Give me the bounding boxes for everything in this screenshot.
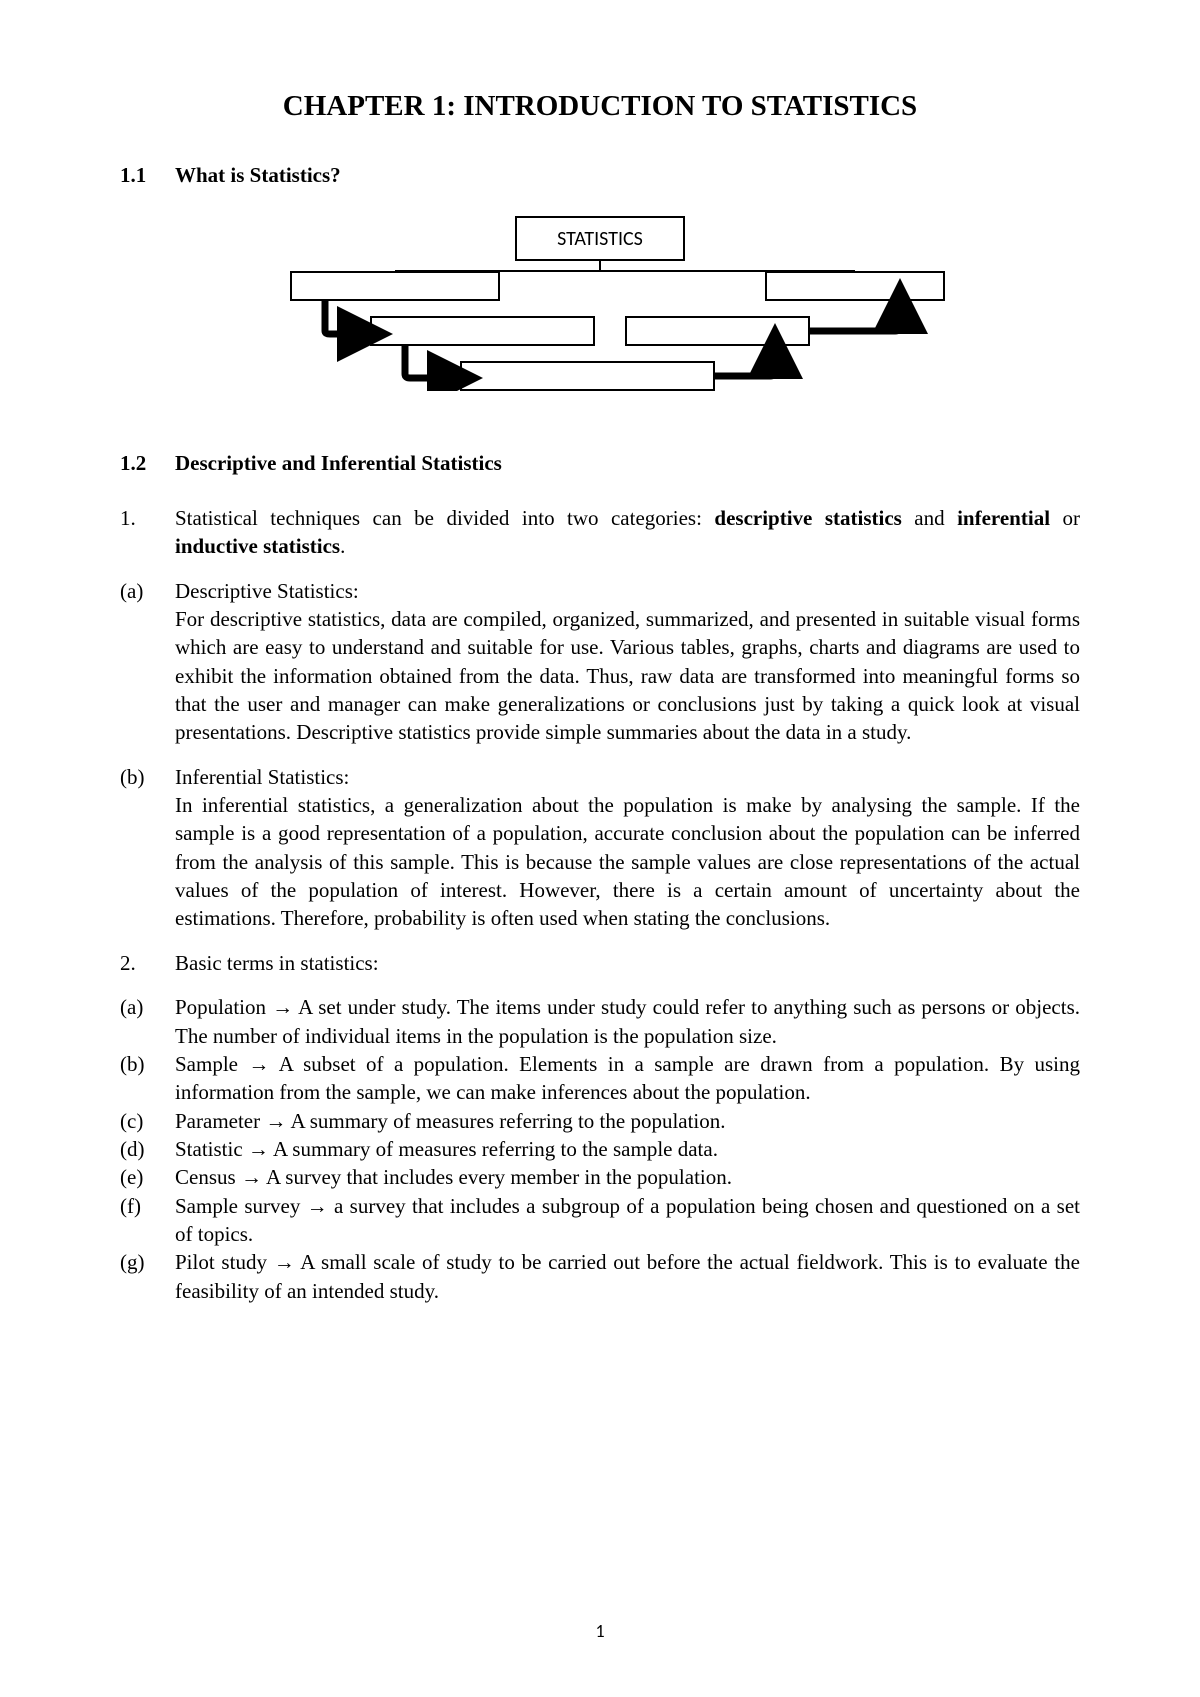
item-2-label: 2.: [120, 949, 175, 977]
term-e: (e) Census → A survey that includes ever…: [120, 1163, 1080, 1191]
box-empty-left-1: [290, 271, 500, 301]
connector-line: [599, 261, 601, 271]
section-1-heading: 1.1 What is Statistics?: [120, 163, 1080, 188]
term-a-label: (a): [120, 993, 175, 1050]
item-1-bold1: descriptive statistics: [714, 506, 901, 530]
item-1: 1. Statistical techniques can be divided…: [120, 504, 1080, 561]
arrow-icon: →: [265, 1109, 286, 1133]
term-e-label: (e): [120, 1163, 175, 1191]
box-empty-right-2: [625, 316, 810, 346]
term-e-name: Census: [175, 1165, 236, 1189]
section-2-text: Descriptive and Inferential Statistics: [175, 451, 502, 476]
item-1-mid: and: [902, 506, 957, 530]
term-f-name: Sample survey: [175, 1194, 300, 1218]
chapter-title: CHAPTER 1: INTRODUCTION TO STATISTICS: [120, 90, 1080, 123]
arrow-icon: →: [272, 995, 293, 1019]
item-b: (b) Inferential Statistics: In inferenti…: [120, 763, 1080, 933]
item-1-mid2: or: [1050, 506, 1080, 530]
term-f-body: Sample survey → a survey that includes a…: [175, 1192, 1080, 1249]
item-1-bold3: inductive statistics: [175, 534, 340, 558]
item-2: 2. Basic terms in statistics:: [120, 949, 1080, 977]
item-1-end: .: [340, 534, 345, 558]
item-1-pre: Statistical techniques can be divided in…: [175, 506, 714, 530]
term-g-label: (g): [120, 1248, 175, 1305]
term-g-def: A small scale of study to be carried out…: [175, 1250, 1080, 1302]
arrow-icon: →: [241, 1165, 262, 1189]
term-g-name: Pilot study: [175, 1250, 267, 1274]
term-d-label: (d): [120, 1135, 175, 1163]
box-empty-right-1: [765, 271, 945, 301]
term-c-label: (c): [120, 1107, 175, 1135]
term-c-name: Parameter: [175, 1109, 260, 1133]
term-b: (b) Sample → A subset of a population. E…: [120, 1050, 1080, 1107]
term-c: (c) Parameter → A summary of measures re…: [120, 1107, 1080, 1135]
item-a: (a) Descriptive Statistics: For descript…: [120, 577, 1080, 747]
term-e-def: A survey that includes every member in t…: [266, 1165, 732, 1189]
item-1-body: Statistical techniques can be divided in…: [175, 504, 1080, 561]
term-f-label: (f): [120, 1192, 175, 1249]
term-a: (a) Population → A set under study. The …: [120, 993, 1080, 1050]
term-a-def: A set under study. The items under study…: [175, 995, 1080, 1047]
item-1-bold2: inferential: [957, 506, 1050, 530]
arrow-icon: →: [307, 1194, 328, 1218]
box-empty-left-2: [370, 316, 595, 346]
term-d-def: A summary of measures referring to the s…: [273, 1137, 718, 1161]
term-c-body: Parameter → A summary of measures referr…: [175, 1107, 1080, 1135]
item-b-label: (b): [120, 763, 175, 933]
item-a-body: Descriptive Statistics: For descriptive …: [175, 577, 1080, 747]
arrow-icon: →: [248, 1137, 269, 1161]
section-1-num: 1.1: [120, 163, 175, 188]
term-c-def: A summary of measures referring to the p…: [290, 1109, 725, 1133]
item-2-body: Basic terms in statistics:: [175, 949, 1080, 977]
section-1-text: What is Statistics?: [175, 163, 341, 188]
item-b-text: In inferential statistics, a generalizat…: [175, 791, 1080, 933]
term-d-body: Statistic → A summary of measures referr…: [175, 1135, 1080, 1163]
term-d: (d) Statistic → A summary of measures re…: [120, 1135, 1080, 1163]
term-a-body: Population → A set under study. The item…: [175, 993, 1080, 1050]
section-2-heading: 1.2 Descriptive and Inferential Statisti…: [120, 451, 1080, 476]
page-number: 1: [0, 1620, 1200, 1642]
term-a-name: Population: [175, 995, 266, 1019]
term-e-body: Census → A survey that includes every me…: [175, 1163, 1080, 1191]
term-g: (g) Pilot study → A small scale of study…: [120, 1248, 1080, 1305]
term-b-def: A subset of a population. Elements in a …: [175, 1052, 1080, 1104]
terms-list: (a) Population → A set under study. The …: [120, 993, 1080, 1305]
arrow-icon: →: [248, 1052, 269, 1076]
term-b-name: Sample: [175, 1052, 238, 1076]
term-g-body: Pilot study → A small scale of study to …: [175, 1248, 1080, 1305]
box-statistics: STATISTICS: [515, 216, 685, 261]
item-a-heading: Descriptive Statistics:: [175, 577, 1080, 605]
item-b-heading: Inferential Statistics:: [175, 763, 1080, 791]
item-b-body: Inferential Statistics: In inferential s…: [175, 763, 1080, 933]
term-b-body: Sample → A subset of a population. Eleme…: [175, 1050, 1080, 1107]
item-a-label: (a): [120, 577, 175, 747]
term-d-name: Statistic: [175, 1137, 243, 1161]
term-f: (f) Sample survey → a survey that includ…: [120, 1192, 1080, 1249]
section-2-num: 1.2: [120, 451, 175, 476]
statistics-flowchart: STATISTICS: [225, 216, 975, 391]
diagram-container: STATISTICS: [120, 216, 1080, 391]
item-1-label: 1.: [120, 504, 175, 561]
box-empty-bottom: [460, 361, 715, 391]
term-b-label: (b): [120, 1050, 175, 1107]
item-a-text: For descriptive statistics, data are com…: [175, 605, 1080, 747]
arrow-icon: →: [274, 1250, 295, 1274]
